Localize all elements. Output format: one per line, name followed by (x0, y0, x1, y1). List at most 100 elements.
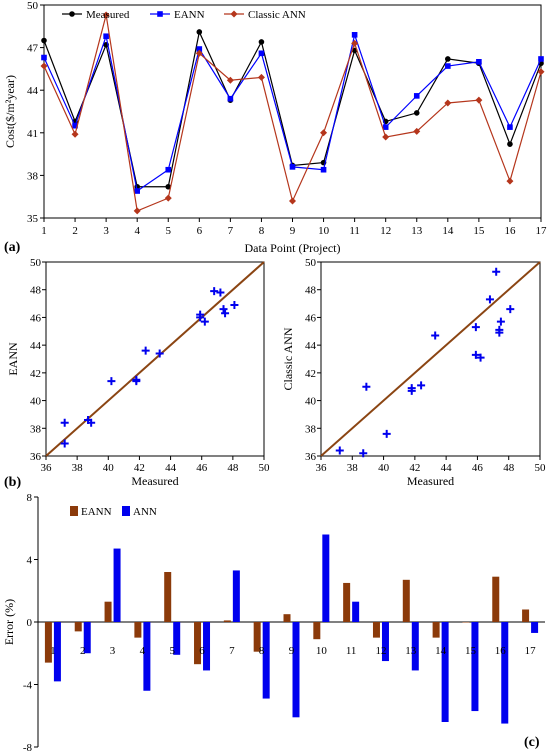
data-point (133, 207, 141, 215)
y-tick-label: 40 (305, 396, 317, 408)
scatter-point (382, 429, 391, 438)
x-tick-label: 38 (347, 462, 359, 474)
x-tick-label: 4 (134, 225, 140, 237)
bar-ann (203, 622, 211, 671)
data-point (507, 124, 513, 130)
bar-ann (411, 622, 419, 671)
y-axis-label: Classic ANN (281, 327, 295, 390)
data-point (134, 188, 140, 194)
x-tick-label: 1 (41, 225, 47, 237)
y-tick-label: 50 (305, 257, 317, 269)
x-tick-label: 40 (378, 462, 390, 474)
x-tick-label: 42 (134, 462, 145, 474)
bar-ann (381, 622, 389, 662)
data-point (40, 62, 48, 70)
scatter-point (506, 305, 515, 314)
y-tick-label: 47 (27, 43, 39, 55)
legend-label: EANN (174, 9, 205, 21)
data-point (382, 124, 389, 130)
scatter-point (485, 295, 494, 304)
scatter-point (407, 386, 416, 395)
bar-ann (83, 622, 91, 654)
x-tick-label: 14 (442, 225, 454, 237)
x-tick-label: 11 (346, 645, 357, 657)
y-tick-label: -8 (23, 742, 33, 754)
x-tick-label: 2 (72, 225, 78, 237)
y-tick-label: 44 (27, 85, 39, 97)
scatter-point (431, 331, 440, 340)
data-point (165, 183, 172, 190)
data-point (257, 73, 265, 81)
data-point (196, 29, 203, 35)
legend-swatch (122, 506, 130, 516)
x-tick-label: 5 (166, 225, 172, 237)
x-tick-label: 8 (259, 645, 265, 657)
x-tick-label: 9 (290, 225, 296, 237)
reference-line-y-equals-x (320, 261, 541, 457)
data-point (506, 177, 514, 185)
legend-label: Measured (86, 9, 130, 21)
y-tick-label: 42 (305, 368, 316, 380)
bar-ann (531, 622, 539, 633)
x-tick-label: 7 (228, 225, 234, 237)
x-tick-label: 36 (316, 462, 328, 474)
bar-ann (53, 622, 61, 682)
scatter-point (200, 317, 209, 326)
data-point (41, 54, 47, 61)
x-axis-label: Data Point (Project) (245, 241, 341, 255)
scatter-point (60, 439, 69, 448)
x-tick-label: 8 (259, 225, 265, 237)
y-tick-label: 48 (30, 285, 42, 297)
y-tick-label: 46 (305, 312, 317, 324)
bar-ann (113, 548, 121, 622)
legend-marker (69, 11, 75, 17)
y-tick-label: -4 (23, 680, 33, 692)
y-tick-label: 38 (305, 423, 317, 435)
y-tick-label: 36 (30, 451, 42, 463)
bar-ann (262, 622, 270, 699)
legend-label: ANN (133, 506, 157, 518)
x-tick-label: 1 (50, 645, 56, 657)
x-axis-label: Measured (131, 474, 178, 488)
bar-ann (501, 622, 509, 724)
y-tick-label: 48 (305, 285, 317, 297)
data-point (413, 93, 420, 99)
y-tick-label: 40 (30, 396, 42, 408)
legend-label: Classic ANN (248, 9, 306, 21)
scatter-plot-frame (320, 261, 541, 457)
scatter-point (216, 288, 225, 297)
x-tick-label: 36 (41, 462, 53, 474)
bar-eann (372, 622, 380, 638)
x-tick-label: 16 (504, 225, 516, 237)
x-tick-label: 4 (140, 645, 146, 657)
data-point (320, 129, 328, 137)
scatter-point (335, 446, 344, 455)
data-point (227, 95, 234, 102)
data-point (103, 33, 109, 40)
scatter-point (492, 267, 501, 276)
x-tick-label: 7 (229, 645, 235, 657)
x-tick-label: 12 (375, 645, 386, 657)
scatter-point (87, 418, 96, 427)
x-tick-label: 46 (472, 462, 484, 474)
y-axis-label: Cost($/m²year) (3, 75, 17, 148)
x-tick-label: 15 (465, 645, 477, 657)
data-point (102, 11, 110, 19)
bar-eann (432, 622, 440, 638)
y-axis-label: EANN (6, 342, 20, 376)
data-point (289, 164, 296, 170)
scatter-plot-frame (45, 261, 265, 457)
data-point (537, 68, 545, 76)
bar-ann (173, 622, 181, 655)
y-tick-label: 41 (27, 128, 38, 140)
x-tick-label: 9 (289, 645, 295, 657)
scatter-point (417, 381, 426, 390)
x-tick-label: 10 (318, 225, 330, 237)
data-point (72, 122, 78, 129)
data-point (507, 141, 513, 147)
x-tick-label: 3 (103, 225, 109, 237)
data-point (413, 110, 420, 116)
